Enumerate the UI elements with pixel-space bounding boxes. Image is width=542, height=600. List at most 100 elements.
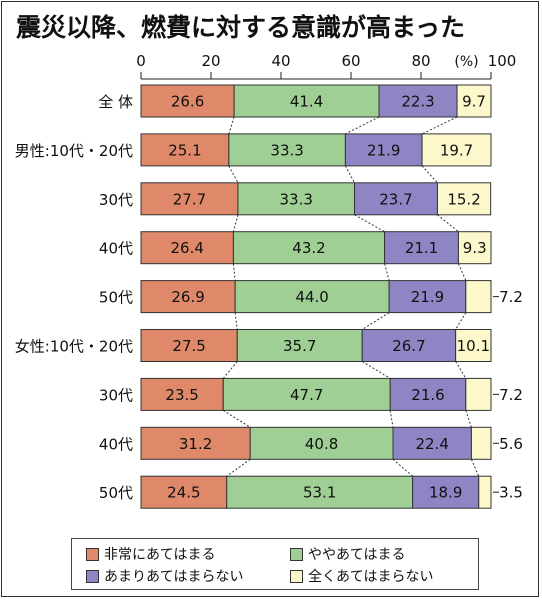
- data-label-3-6: 7.2: [499, 386, 523, 404]
- x-tick-label-0: 0: [136, 52, 146, 70]
- connector-0-1: [345, 116, 380, 135]
- category-label-3: 40代: [99, 240, 133, 258]
- bar-1-3: [232, 231, 386, 265]
- data-label-1-2: 33.3: [280, 190, 313, 208]
- bar-0-6: [140, 377, 224, 411]
- bar-1-6: [222, 377, 391, 411]
- data-label-2-8: 18.9: [429, 484, 462, 502]
- bar-3-0: [456, 84, 492, 118]
- connector-4-2: [455, 312, 467, 330]
- legend-swatch-3: [290, 569, 303, 583]
- bar-group: 26.6 41.4 22.3 9.7 25.1 33.3 21.9 19.7 27.7 33.3 2…: [140, 84, 523, 509]
- data-label-0-8: 24.5: [167, 484, 200, 502]
- data-label-0-6: 23.5: [165, 386, 198, 404]
- bar-0-0: [140, 84, 235, 118]
- x-unit-label: (%): [454, 54, 478, 70]
- data-label-0-3: 26.4: [170, 239, 203, 257]
- data-label-0-0: 26.6: [171, 93, 204, 111]
- data-label-3-2: 15.2: [447, 190, 480, 208]
- bar-0-3: [140, 231, 234, 265]
- connector-2-1: [354, 214, 385, 233]
- data-label-2-2: 23.7: [379, 190, 412, 208]
- connector-3-1: [384, 263, 390, 281]
- bar-1-7: [249, 426, 394, 460]
- bar-0-2: [140, 182, 239, 216]
- x-axis: 0 20 40 60 80 100 (%): [136, 52, 517, 80]
- category-label-6: 30代: [99, 386, 133, 404]
- connector-6-0: [222, 409, 251, 428]
- category-label-0: 全 体: [98, 93, 133, 111]
- data-label-2-3: 21.1: [405, 239, 438, 257]
- connector-5-0: [222, 361, 238, 379]
- connector-3-2: [457, 263, 467, 281]
- bar-0-5: [140, 329, 238, 362]
- connector-2-0: [232, 214, 239, 232]
- data-label-1-7: 40.8: [305, 435, 338, 453]
- bar-0-4: [140, 280, 236, 314]
- data-label-3-3: 9.3: [463, 239, 487, 257]
- x-tick-label-3: 60: [341, 52, 360, 70]
- bar-3-1: [421, 133, 492, 167]
- legend-label-3: 全くあてはまらない: [308, 569, 434, 585]
- legend-item-3: 全くあてはまらない: [290, 566, 433, 586]
- data-label-0-5: 27.5: [172, 337, 205, 355]
- connector-lines: [222, 116, 480, 477]
- connector-6-1: [389, 410, 394, 428]
- data-label-2-0: 22.3: [401, 93, 434, 111]
- category-label-4: 50代: [99, 289, 133, 307]
- category-label-7: 40代: [99, 435, 133, 453]
- data-label-1-8: 53.1: [303, 484, 336, 502]
- bar-3-7: [470, 426, 492, 460]
- bar-3-8: [478, 475, 492, 509]
- connector-7-0: [226, 458, 251, 477]
- bar-3-6: [465, 377, 492, 411]
- connector-4-0: [234, 312, 238, 330]
- connector-5-2: [455, 361, 467, 379]
- bar-2-6: [389, 377, 467, 411]
- data-label-3-8: 3.5: [499, 484, 523, 502]
- legend-label-1: ややあてはまる: [308, 547, 406, 563]
- x-tick-label-5: 100: [488, 52, 517, 70]
- data-label-1-1: 33.3: [270, 141, 303, 159]
- bar-0-7: [140, 426, 251, 460]
- legend-swatch-2: [86, 569, 99, 583]
- data-label-2-4: 21.9: [411, 288, 444, 306]
- x-tick-label-2: 40: [271, 52, 290, 70]
- data-label-0-4: 26.9: [171, 288, 204, 306]
- data-label-1-4: 44.0: [295, 288, 328, 306]
- bar-2-3: [384, 231, 459, 265]
- data-label-3-1: 19.7: [440, 141, 473, 159]
- data-label-2-6: 21.6: [411, 386, 444, 404]
- connector-5-1: [361, 361, 391, 379]
- legend: 非常にあてはまる ややあてはまる あまりあてはまらない 全くあてはまらない: [71, 538, 479, 590]
- legend-label-0: 非常にあてはまる: [104, 547, 216, 563]
- data-label-1-3: 43.2: [292, 239, 325, 257]
- legend-item-1: ややあてはまる: [290, 544, 405, 564]
- chart-title: 震災以降、燃費に対する意識が高まった: [16, 13, 466, 42]
- data-label-2-1: 21.9: [367, 141, 400, 159]
- bar-2-0: [378, 84, 458, 118]
- bar-0-1: [140, 133, 230, 167]
- category-labels: 全 体男性:10代・20代30代40代50代女性:10代・20代30代40代50…: [15, 93, 133, 502]
- connector-7-1: [392, 458, 413, 477]
- data-label-1-5: 35.7: [283, 337, 316, 355]
- bar-1-8: [226, 475, 414, 509]
- bar-3-4: [465, 280, 492, 314]
- bar-3-2: [436, 182, 492, 216]
- bar-2-4: [388, 280, 467, 314]
- data-label-2-5: 26.7: [392, 337, 425, 355]
- bar-3-5: [455, 329, 492, 362]
- connector-1-2: [421, 165, 438, 184]
- category-label-2: 30代: [99, 191, 133, 209]
- bar-1-4: [234, 280, 390, 314]
- data-label-0-1: 25.1: [168, 141, 201, 159]
- connector-1-0: [228, 165, 239, 184]
- x-tick-label-4: 80: [411, 52, 430, 70]
- connector-1-1: [344, 165, 355, 184]
- data-label-3-7: 5.6: [499, 435, 523, 453]
- legend-swatch-1: [290, 547, 303, 561]
- bar-3-3: [457, 231, 492, 265]
- bar-1-1: [228, 133, 346, 167]
- connector-4-1: [361, 312, 390, 330]
- connector-7-2: [470, 459, 480, 477]
